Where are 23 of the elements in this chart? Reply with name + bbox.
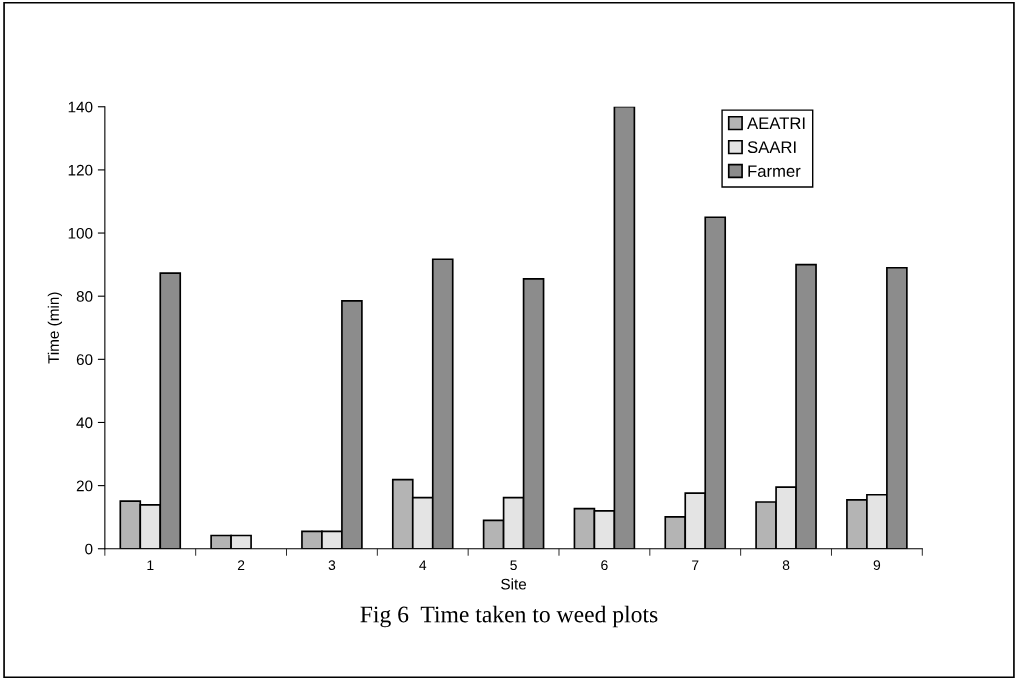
x-tick-label: 7 xyxy=(692,560,699,570)
x-tick-label: 5 xyxy=(510,560,517,571)
x-tick-label: 1 xyxy=(147,560,154,570)
y-tick-label: 100 xyxy=(68,227,93,239)
x-tick-label: 6 xyxy=(601,560,608,571)
y-tick-label: 140 xyxy=(68,101,93,113)
y-tick-label: 120 xyxy=(68,164,93,176)
y-tick-label: 60 xyxy=(76,354,93,366)
y-tick-label: 0 xyxy=(85,543,93,555)
y-tick-label: 20 xyxy=(76,480,93,492)
x-tick-label: 3 xyxy=(328,560,336,571)
legend-label: SAARI xyxy=(747,141,796,154)
legend-label: Farmer xyxy=(748,165,801,178)
x-axis-title: Site xyxy=(501,578,527,590)
legend-label: AEATRI xyxy=(747,117,805,129)
x-tick-label: 4 xyxy=(419,560,427,570)
text: Fig 6 Time taken to weed plots xyxy=(360,605,658,628)
x-tick-label: 2 xyxy=(237,560,245,570)
y-tick-label: 80 xyxy=(76,291,93,302)
x-tick-label: 8 xyxy=(782,560,790,571)
y-axis-title: Time (min) xyxy=(47,292,62,364)
y-tick-label: 40 xyxy=(76,417,93,429)
x-tick-label: 9 xyxy=(873,560,881,571)
